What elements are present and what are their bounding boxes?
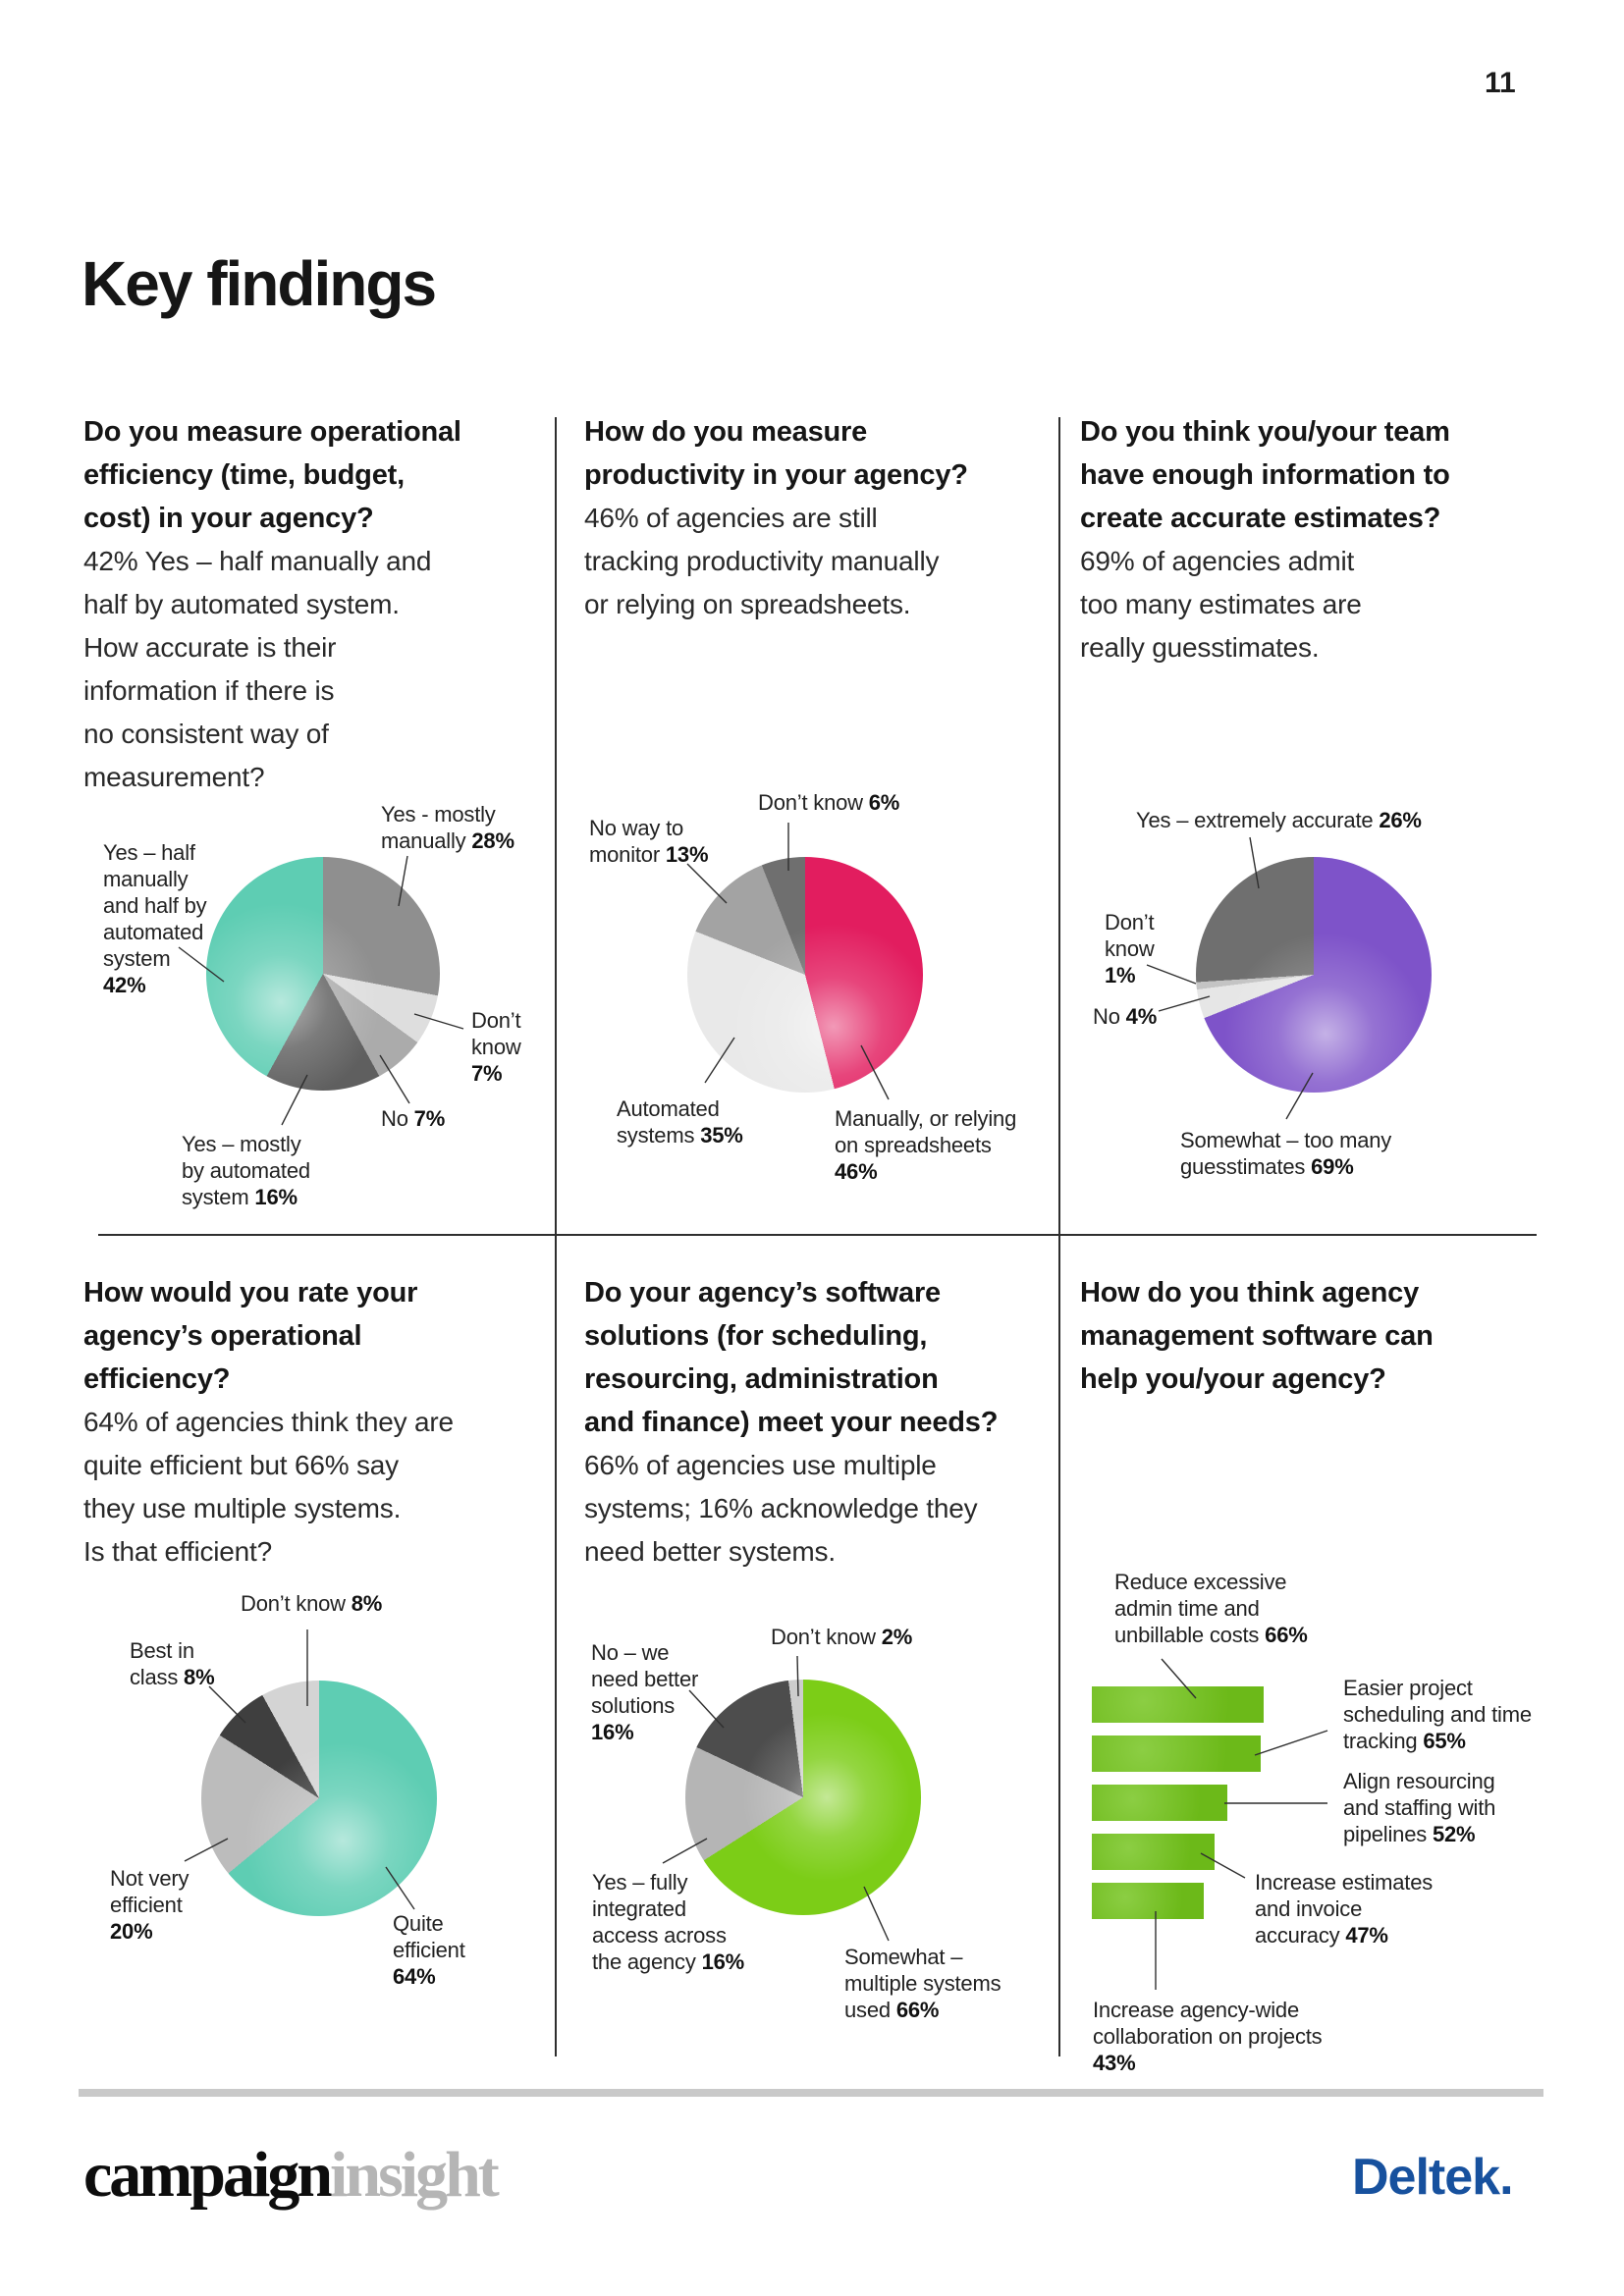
- bar-label-increase-estimates: Increase estimates and invoice accuracy …: [1255, 1870, 1434, 1948]
- deltek-logo: Deltek.: [1352, 2149, 1514, 2206]
- section-q1-heading: Do you measure operational efficiency (t…: [83, 416, 461, 534]
- section-q2-body: 46% of agencies are still tracking produ…: [584, 503, 940, 619]
- insight-logo-text: insight: [330, 2139, 500, 2211]
- pie1-label-no: No 7%: [381, 1106, 446, 1131]
- page-title: Key findings: [81, 248, 437, 319]
- pie1-label-half-half: Yes – half manually and half by automate…: [103, 840, 207, 997]
- pie3-label-extremely-accurate: Yes – extremely accurate 26%: [1136, 808, 1422, 832]
- pie2-label-automated: Automated systems 35%: [617, 1096, 743, 1148]
- pie2-label-no-way: No way to monitor 13%: [589, 816, 709, 867]
- section-q5: Do your agency’s software solutions (for…: [584, 1271, 1056, 1574]
- footer-divider: [79, 2089, 1543, 2097]
- bar-label-increase-collaboration: Increase agency-wide collaboration on pr…: [1093, 1998, 1323, 2075]
- pie2-label-dont-know: Don’t know 6%: [758, 790, 900, 815]
- column-divider-1: [555, 417, 557, 2056]
- bar-label-align-resourcing: Align resourcing and staffing with pipel…: [1343, 1769, 1496, 1846]
- section-q3: Do you think you/your team have enough i…: [1080, 410, 1551, 669]
- pie4-label-dont-know: Don’t know 8%: [241, 1591, 383, 1616]
- section-q5-heading: Do your agency’s software solutions (for…: [584, 1277, 999, 1438]
- pie1-label-mostly-automated: Yes – mostly by automated system 16%: [182, 1132, 310, 1209]
- section-q4-body: 64% of agencies think they are quite eff…: [83, 1407, 454, 1567]
- section-q4: How would you rate your agency’s operati…: [83, 1271, 555, 1574]
- section-q3-heading: Do you think you/your team have enough i…: [1080, 416, 1450, 534]
- bar: [1092, 1834, 1215, 1870]
- section-q4-heading: How would you rate your agency’s operati…: [83, 1277, 418, 1395]
- pie2-label-manually: Manually, or relying on spreadsheets 46%: [835, 1106, 1017, 1184]
- bar-label-easier-scheduling: Easier project scheduling and time track…: [1343, 1676, 1532, 1753]
- bar: [1092, 1785, 1227, 1821]
- pie4-label-not-very-efficient: Not very efficient 20%: [110, 1866, 189, 1944]
- row-divider: [98, 1234, 1537, 1236]
- section-q3-body: 69% of agencies admit too many estimates…: [1080, 546, 1362, 663]
- section-q1: Do you measure operational efficiency (t…: [83, 410, 555, 799]
- section-q5-body: 66% of agencies use multiple systems; 16…: [584, 1450, 978, 1567]
- pie1-label-dont-know: Don’t know 7%: [471, 1008, 521, 1086]
- pie4-label-quite-efficient: Quite efficient 64%: [393, 1911, 465, 1989]
- pie3-label-no: No 4%: [1093, 1004, 1158, 1029]
- pie3-label-dont-know: Don’t know 1%: [1105, 910, 1155, 988]
- bar-label-reduce-admin: Reduce excessive admin time and unbillab…: [1114, 1570, 1308, 1647]
- campaign-logo-text: campaign: [83, 2139, 333, 2211]
- pie-chart-measure-efficiency: [206, 857, 440, 1091]
- section-q1-body: 42% Yes – half manually and half by auto…: [83, 546, 432, 792]
- pie1-label-mostly-manually: Yes - mostly manually 28%: [381, 802, 514, 853]
- bar: [1092, 1735, 1262, 1772]
- pie3-label-somewhat: Somewhat – too many guesstimates 69%: [1180, 1128, 1392, 1179]
- pie-chart-software-needs: [685, 1680, 921, 1915]
- pie5-label-fully-integrated: Yes – fully integrated access across the…: [592, 1870, 744, 1974]
- column-divider-2: [1058, 417, 1060, 2056]
- section-q2-heading: How do you measure productivity in your …: [584, 416, 968, 491]
- campaign-insight-logo: campaigninsight: [83, 2138, 500, 2213]
- section-q2: How do you measure productivity in your …: [584, 410, 1056, 626]
- pie5-label-somewhat-multiple: Somewhat – multiple systems used 66%: [844, 1945, 1001, 2022]
- bar: [1092, 1686, 1264, 1723]
- pie-chart-measure-productivity: [687, 857, 923, 1093]
- pie4-label-best-in-class: Best in class 8%: [130, 1638, 215, 1689]
- pie-chart-rate-efficiency: [201, 1681, 437, 1916]
- pie5-label-need-better: No – we need better solutions 16%: [591, 1640, 699, 1744]
- section-q6-heading: How do you think agency management softw…: [1080, 1277, 1434, 1395]
- pie5-label-dont-know: Don’t know 2%: [771, 1625, 913, 1649]
- bar: [1092, 1883, 1204, 1919]
- pie-chart-accurate-estimates: [1196, 857, 1432, 1093]
- page-number: 11: [1485, 67, 1516, 99]
- section-q6: How do you think agency management softw…: [1080, 1271, 1551, 1401]
